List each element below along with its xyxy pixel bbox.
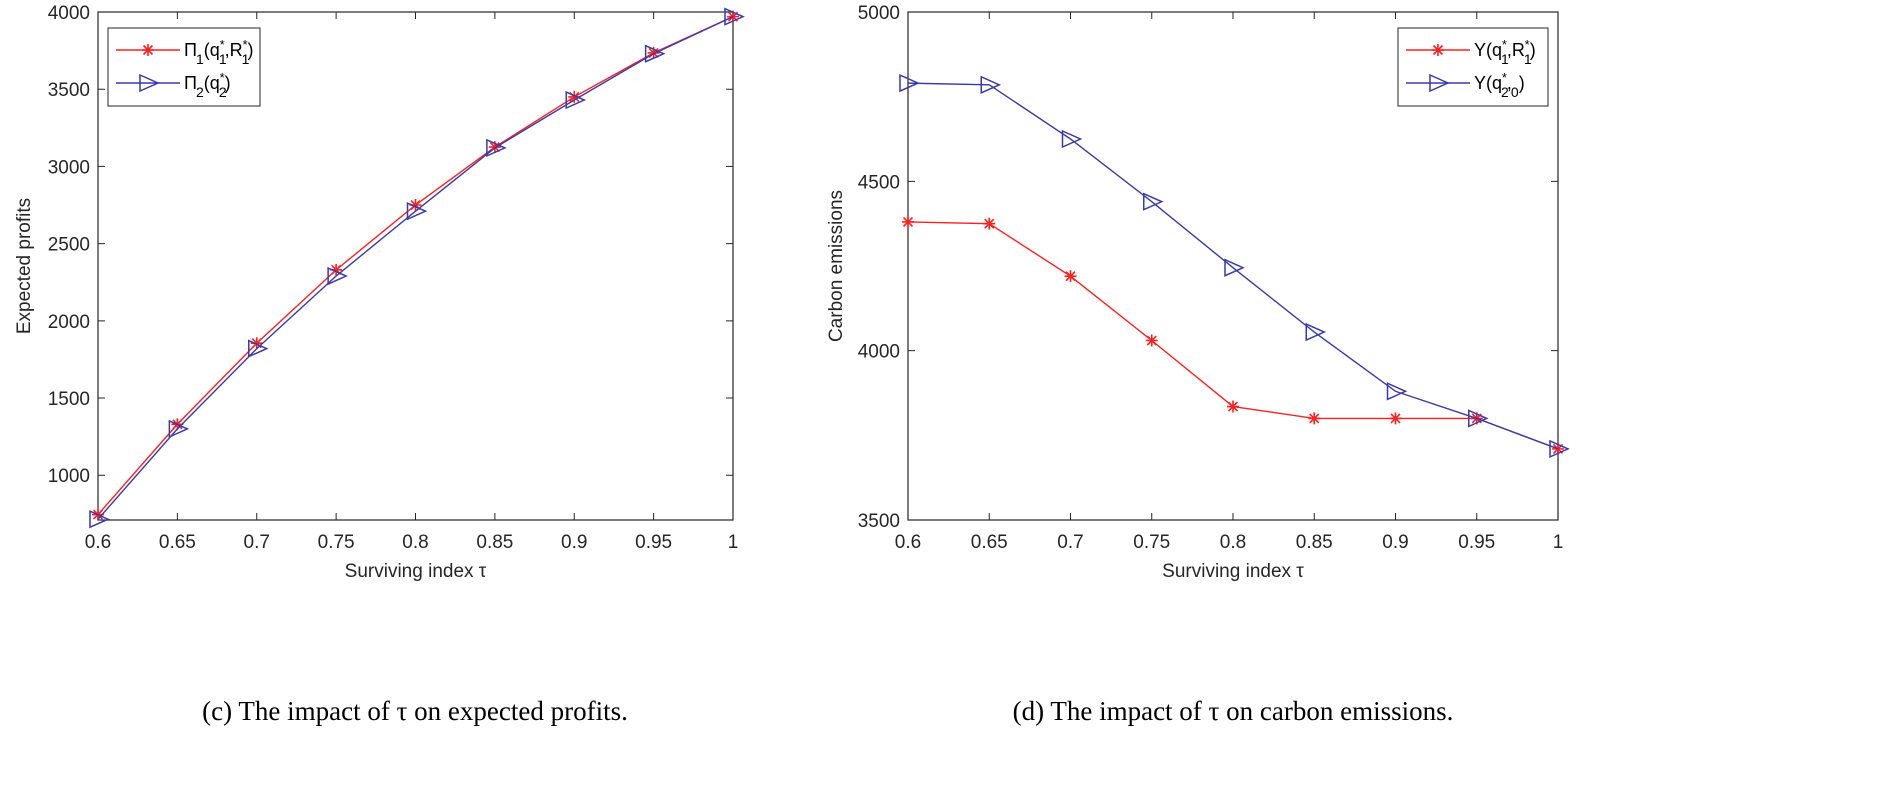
y-tick-label: 3000 (48, 157, 90, 178)
legend-box (107, 27, 261, 107)
triangle-marker (89, 510, 110, 529)
legend-label: Y(q2*,0) (1474, 70, 1525, 101)
triangle-marker (139, 73, 160, 93)
triangle-marker (248, 339, 269, 358)
x-axis-label: Surviving index τ (1162, 561, 1304, 582)
series-2 (899, 73, 1570, 459)
triangle-marker (1224, 258, 1245, 277)
triangle-marker (1386, 382, 1408, 401)
x-tick-label: 0.9 (1382, 532, 1408, 553)
y-tick-label: 4000 (858, 342, 900, 363)
asterisk-marker (727, 10, 739, 23)
y-tick-label: 5000 (858, 3, 900, 24)
triangle-marker (1305, 322, 1327, 342)
x-tick-label: 0.6 (895, 532, 921, 553)
asterisk-marker (1227, 400, 1239, 413)
chart-c: 0.6 0.65 0.7 0.75 0.8 0.85 0.9 0.95 1 1000 1500 200… (14, 3, 745, 726)
asterisk-marker (1145, 334, 1158, 347)
asterisk-marker (409, 199, 422, 212)
y-tick-label: 3500 (858, 511, 900, 532)
y-tick-label: 1000 (48, 466, 90, 487)
triangle-marker (406, 202, 428, 221)
triangle-marker (1429, 73, 1450, 93)
x-tick-label: 0.75 (318, 532, 355, 553)
triangle-marker (724, 7, 745, 26)
asterisk-marker (902, 215, 914, 228)
figure-caption: (d) The impact of τ on carbon emissions. (1013, 696, 1454, 726)
legend: Π1(q1*,R1*)Π2(q2*) (107, 27, 261, 107)
series-line (907, 82, 1559, 450)
triangle-marker (1549, 439, 1570, 459)
x-tick-label: 0.8 (1220, 532, 1246, 553)
asterisk-marker (1308, 412, 1321, 425)
y-tick-label: 1500 (48, 389, 90, 410)
y-tick-label: 4500 (858, 172, 900, 193)
legend-label: Π2(q2*) (184, 70, 231, 101)
y-tick-label: 3500 (48, 80, 90, 101)
chart-d: 0.6 0.65 0.7 0.75 0.8 0.85 0.9 0.95 1 3500 4000 450… (826, 3, 1570, 726)
asterisk-marker (1064, 270, 1077, 283)
y-tick-label: 4000 (48, 3, 90, 24)
x-tick-label: 0.85 (476, 532, 513, 553)
triangle-marker (980, 75, 1002, 94)
y-axis-label: Expected profits (14, 198, 35, 334)
triangle-marker (486, 138, 507, 158)
series-line (97, 15, 734, 520)
x-tick-label: 0.8 (402, 532, 428, 553)
y-tick-label: 2000 (48, 312, 90, 333)
triangle-marker (565, 90, 587, 110)
asterisk-marker (250, 337, 263, 350)
series-2 (89, 7, 745, 529)
triangle-marker (168, 419, 190, 439)
x-tick-label: 0.7 (1057, 532, 1083, 553)
x-tick-label: 0.9 (561, 532, 587, 553)
legend-label: Y(q1*,R1*) (1474, 37, 1536, 68)
x-tick-label: 0.95 (635, 532, 672, 553)
x-tick-label: 0.65 (159, 532, 196, 553)
asterisk-marker (142, 44, 154, 56)
x-tick-label: 1 (1553, 532, 1564, 553)
triangle-marker (644, 44, 666, 63)
legend: Y(q1*,R1*)Y(q2*,0) (1397, 27, 1549, 107)
asterisk-marker (568, 90, 581, 103)
y-axis-label: Carbon emissions (826, 190, 847, 342)
x-tick-label: 0.6 (85, 532, 111, 553)
asterisk-marker (1432, 44, 1444, 56)
x-tick-label: 0.85 (1296, 532, 1333, 553)
triangle-marker (1143, 192, 1164, 211)
x-tick-label: 0.95 (1458, 532, 1495, 553)
triangle-marker (1061, 129, 1083, 149)
x-axis-label: Surviving index τ (345, 561, 487, 582)
x-tick-label: 1 (728, 532, 739, 553)
x-tick-label: 0.75 (1133, 532, 1170, 553)
triangle-marker (1468, 409, 1489, 428)
triangle-marker (899, 73, 920, 93)
asterisk-marker (983, 217, 996, 230)
y-tick-label: 2500 (48, 235, 90, 256)
legend-box (1397, 27, 1549, 107)
asterisk-marker (1389, 412, 1402, 425)
figure-caption: (c) The impact of τ on expected profits. (202, 696, 628, 726)
x-tick-label: 0.65 (971, 532, 1008, 553)
legend-label: Π1(q1*,R1*) (184, 37, 254, 68)
x-tick-label: 0.7 (244, 532, 270, 553)
triangle-marker (327, 266, 348, 286)
asterisk-marker (330, 263, 343, 276)
